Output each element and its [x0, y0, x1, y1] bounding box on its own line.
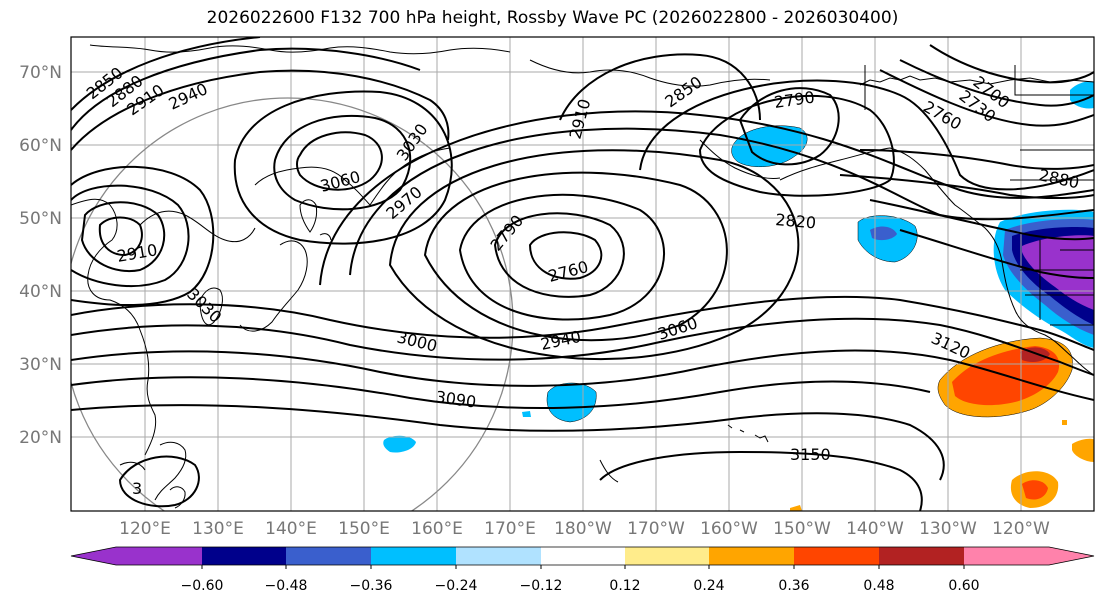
lon-label: 150°W: [773, 519, 831, 539]
lon-label: 150°E: [338, 519, 390, 539]
colorbar-tick-label: −0.36: [350, 578, 393, 594]
lon-label: 160°E: [411, 519, 463, 539]
lat-label: 50°N: [19, 209, 62, 229]
colorbar-ticks: −0.60 −0.48 −0.36 −0.24 −0.12 0.12 0.24 0.36 0.4…: [181, 565, 980, 594]
colorbar-segment: [286, 547, 371, 565]
lat-label: 60°N: [19, 136, 62, 156]
height-contours: [71, 37, 1094, 511]
lon-label: 140°W: [846, 519, 904, 539]
lat-label: 70°N: [19, 63, 62, 83]
lat-label: 40°N: [19, 282, 62, 302]
colorbar-tick-label: −0.24: [435, 578, 478, 594]
colorbar-tick-label: 0.36: [778, 578, 809, 594]
lon-label: 130°E: [192, 519, 244, 539]
colorbar-segment: [541, 547, 625, 565]
colorbar-segment: [71, 547, 202, 565]
colorbar-segment: [709, 547, 794, 565]
colorbar-tick-label: 0.24: [693, 578, 724, 594]
lon-label: 170°W: [627, 519, 685, 539]
colorbar-tick-label: 0.60: [948, 578, 979, 594]
contour-label-2820-gulf: 2820: [775, 210, 817, 232]
colorbar-tick-label: −0.60: [181, 578, 224, 594]
colorbar-segment: [879, 547, 964, 565]
anomaly-shading: [383, 81, 1094, 511]
lon-label: 180°W: [554, 519, 612, 539]
colorbar-segment: [964, 547, 1094, 565]
lat-label: 30°N: [19, 355, 62, 375]
colorbar-tick-label: −0.12: [520, 578, 563, 594]
colorbar-segment: [625, 547, 709, 565]
colorbar-outline: [70, 546, 1095, 566]
lon-label: 120°W: [992, 519, 1050, 539]
lon-label: 170°E: [484, 519, 536, 539]
latitude-labels: 70°N 60°N 50°N 40°N 30°N 20°N: [19, 63, 62, 448]
colorbar-segment: [456, 547, 541, 565]
longitude-labels: 120°E 130°E 140°E 150°E 160°E 170°E 180°…: [119, 519, 1050, 539]
reference-circle: [71, 97, 514, 511]
colorbar-segment: [794, 547, 879, 565]
contour-label-3-sw: 3: [132, 479, 142, 498]
colorbar: −0.60 −0.48 −0.36 −0.24 −0.12 0.12 0.24 0.36 0.4…: [70, 546, 1095, 594]
lon-label: 130°W: [919, 519, 977, 539]
contour-label-3150-pac: 3150: [790, 445, 831, 464]
lon-label: 140°E: [265, 519, 317, 539]
colorbar-tick-label: 0.48: [863, 578, 894, 594]
colorbar-tick-label: −0.48: [265, 578, 308, 594]
lon-label: 160°W: [700, 519, 758, 539]
colorbar-segment: [202, 547, 286, 565]
map-title: 2026022600 F132 700 hPa height, Rossby W…: [206, 8, 899, 28]
colorbar-segments: [71, 547, 1094, 565]
colorbar-tick-label: 0.12: [609, 578, 640, 594]
map-frame: [70, 36, 1095, 512]
lon-label: 120°E: [119, 519, 171, 539]
lat-label: 20°N: [19, 428, 62, 448]
colorbar-segment: [371, 547, 456, 565]
